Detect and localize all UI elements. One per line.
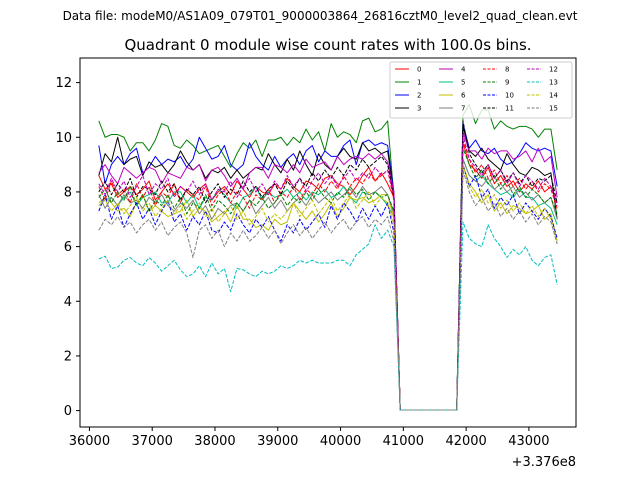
series-line-6: [98, 164, 558, 411]
x-tick-label: 39000: [257, 434, 298, 449]
series-line-9: [98, 147, 558, 411]
y-tick-label: 8: [64, 185, 72, 200]
legend-label-8: 8: [505, 66, 509, 74]
series-line-3: [98, 125, 558, 411]
legend-label-10: 10: [505, 92, 514, 100]
series-line-7: [98, 158, 558, 411]
plot-area-frame: [79, 57, 577, 428]
legend-box: [389, 61, 573, 119]
y-tick-label: 2: [64, 349, 72, 364]
series-line-11: [98, 120, 558, 411]
y-tick-label: 4: [64, 295, 72, 310]
legend-label-1: 1: [417, 79, 421, 87]
legend-label-15: 15: [549, 105, 558, 113]
legend-label-9: 9: [505, 79, 509, 87]
series-line-8: [98, 139, 558, 411]
series-line-5: [98, 158, 558, 411]
x-tick-label: 40000: [320, 434, 361, 449]
legend-label-2: 2: [417, 92, 421, 100]
legend-label-6: 6: [461, 92, 466, 100]
y-tick-label: 12: [55, 76, 72, 91]
x-tick-label: 37000: [132, 434, 173, 449]
figure-suptitle: Data file: modeM0/AS1A09_079T01_90000038…: [63, 9, 578, 23]
legend-label-4: 4: [461, 66, 466, 74]
legend-label-7: 7: [461, 105, 465, 113]
series-layer: [98, 103, 558, 411]
series-line-14: [98, 164, 558, 411]
x-tick-label: 41000: [383, 434, 424, 449]
chart-title: Quadrant 0 module wise count rates with …: [124, 36, 531, 54]
legend-label-3: 3: [417, 105, 421, 113]
legend-label-14: 14: [549, 92, 558, 100]
x-tick-label: 43000: [508, 434, 549, 449]
y-axis: 0 2 4 6 8 10 12: [55, 76, 80, 419]
x-axis-offset-label: +3.376e8: [512, 455, 576, 470]
legend-label-13: 13: [549, 79, 558, 87]
x-tick-label: 36000: [69, 434, 110, 449]
legend-label-12: 12: [549, 66, 558, 74]
series-line-12: [98, 134, 558, 411]
y-tick-label: 0: [64, 404, 72, 419]
series-line-15: [98, 169, 558, 411]
y-tick-label: 6: [64, 240, 72, 255]
series-line-1: [98, 103, 558, 411]
series-line-4: [98, 131, 558, 411]
series-line-13: [98, 221, 558, 411]
y-tick-label: 10: [55, 131, 72, 146]
legend-label-5: 5: [461, 79, 465, 87]
legend-label-11: 11: [505, 105, 514, 113]
series-line-10: [98, 164, 558, 411]
x-tick-label: 38000: [194, 434, 235, 449]
legend-label-0: 0: [417, 66, 421, 74]
x-tick-label: 42000: [445, 434, 486, 449]
x-axis: 36000 37000 38000 39000 40000 41000 42000 43000: [69, 427, 550, 449]
